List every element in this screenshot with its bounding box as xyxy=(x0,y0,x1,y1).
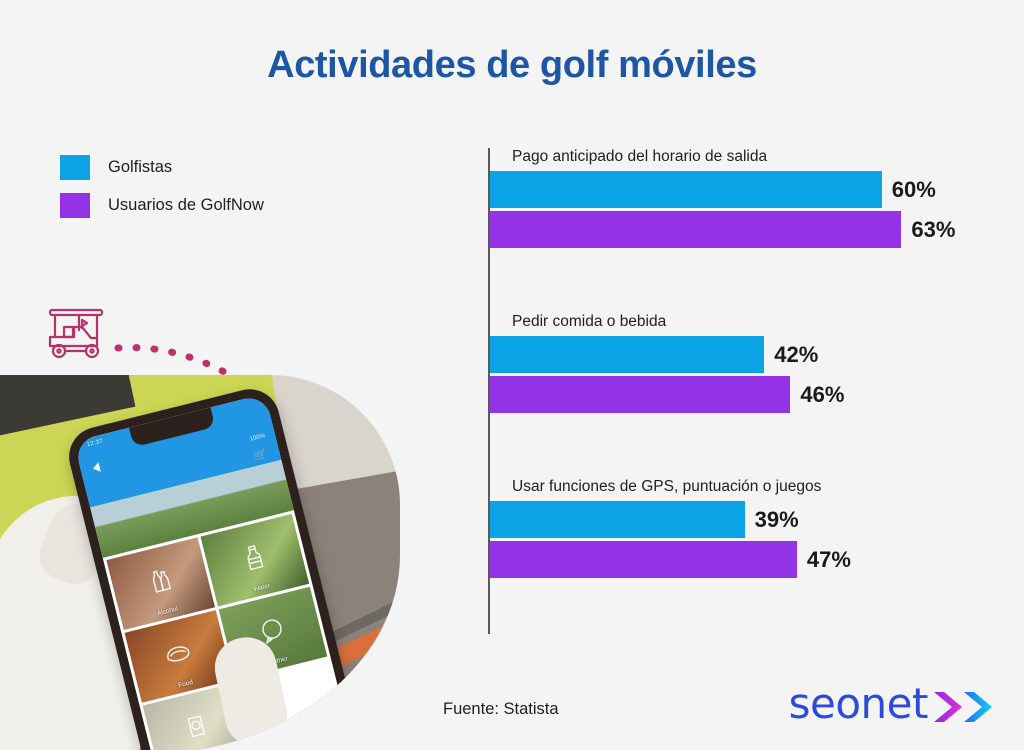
phone-tile-water[interactable]: Water xyxy=(200,513,310,607)
hand-holding-phone-photo: 12:37 100% 🛒 xyxy=(0,375,400,750)
brand-chevrons-icon xyxy=(932,690,998,724)
bar[interactable] xyxy=(490,501,745,538)
bar-value-label: 47% xyxy=(806,546,851,572)
water-bottle-icon xyxy=(247,545,264,571)
bar-value-label: 60% xyxy=(891,176,936,202)
phone-tile-other[interactable]: Other xyxy=(218,586,328,680)
bar-row: 60% xyxy=(490,171,988,208)
bar[interactable] xyxy=(490,171,882,208)
phone-status-time: 12:37 xyxy=(86,438,104,449)
brand-wordmark: seonet xyxy=(788,679,929,728)
bar-value-label: 39% xyxy=(754,506,799,532)
beer-bottles-icon xyxy=(152,570,172,593)
legend-swatch-golfistas xyxy=(60,155,90,180)
bar[interactable] xyxy=(490,541,797,578)
golf-cart-icon xyxy=(48,308,104,359)
back-arrow-icon[interactable] xyxy=(91,462,101,474)
bar-row: 39% xyxy=(490,501,988,538)
bar-group: Pedir comida o bebida 42% 46% xyxy=(490,313,988,416)
snack-bag-icon xyxy=(187,715,206,738)
phone-tile-food[interactable]: Food xyxy=(124,610,234,703)
smartphone-device: 12:37 100% 🛒 xyxy=(62,382,369,750)
bar-row: 46% xyxy=(490,376,988,413)
source-note: Fuente: Statista xyxy=(443,700,559,718)
bar-value-label: 42% xyxy=(774,341,819,367)
golf-ball-icon xyxy=(262,619,282,645)
legend-item-golfistas: Golfistas xyxy=(60,155,264,180)
hot-dog-icon xyxy=(167,646,190,662)
bar[interactable] xyxy=(490,336,765,373)
bar-value-label: 46% xyxy=(800,381,845,407)
bar-group-label: Usar funciones de GPS, puntuación o jueg… xyxy=(512,478,822,495)
legend-swatch-usuarios-golfnow xyxy=(60,193,90,218)
bar-group: Pago anticipado del horario de salida 60%… xyxy=(490,148,988,251)
shopping-cart-icon[interactable]: 🛒 xyxy=(252,448,269,464)
phone-tile-alcohol[interactable]: Alcohol xyxy=(106,537,216,630)
chart-legend: Golfistas Usuarios de GolfNow xyxy=(60,155,264,231)
chart-axis-line xyxy=(488,148,490,634)
bar-group: Usar funciones de GPS, puntuación o jueg… xyxy=(490,478,988,581)
legend-label-usuarios-golfnow: Usuarios de GolfNow xyxy=(108,196,264,214)
bar-row: 42% xyxy=(490,336,988,373)
bar-row: 47% xyxy=(490,541,988,578)
phone-tile-snacks[interactable]: Snacks xyxy=(142,682,252,750)
bar[interactable] xyxy=(490,211,902,248)
legend-label-golfistas: Golfistas xyxy=(108,158,173,176)
brand-logo[interactable]: seonet xyxy=(789,683,998,725)
phone-category-grid: Alcohol Water xyxy=(102,510,358,750)
phone-screen: 12:37 100% 🛒 xyxy=(73,393,358,750)
left-illustration: 12:37 100% 🛒 xyxy=(0,290,430,750)
bar-group-label: Pago anticipado del horario de salida xyxy=(512,148,768,165)
bar-row: 63% xyxy=(490,211,988,248)
phone-tile-label-snacks: Snacks xyxy=(157,742,250,750)
legend-item-usuarios-golfnow: Usuarios de GolfNow xyxy=(60,193,264,218)
bar-group-label: Pedir comida o bebida xyxy=(512,313,667,330)
bar-value-label: 63% xyxy=(911,216,956,242)
page-title: Actividades de golf móviles xyxy=(267,44,757,86)
bar-chart: Pago anticipado del horario de salida 60%… xyxy=(488,148,988,634)
phone-battery-label: 100% xyxy=(249,433,266,443)
bar[interactable] xyxy=(490,376,791,413)
